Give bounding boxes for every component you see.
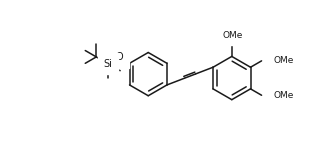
Text: OMe: OMe [273, 91, 294, 100]
Text: OMe: OMe [223, 31, 243, 40]
Text: Si: Si [104, 59, 113, 69]
Text: OMe: OMe [273, 56, 294, 65]
Text: O: O [115, 52, 123, 62]
